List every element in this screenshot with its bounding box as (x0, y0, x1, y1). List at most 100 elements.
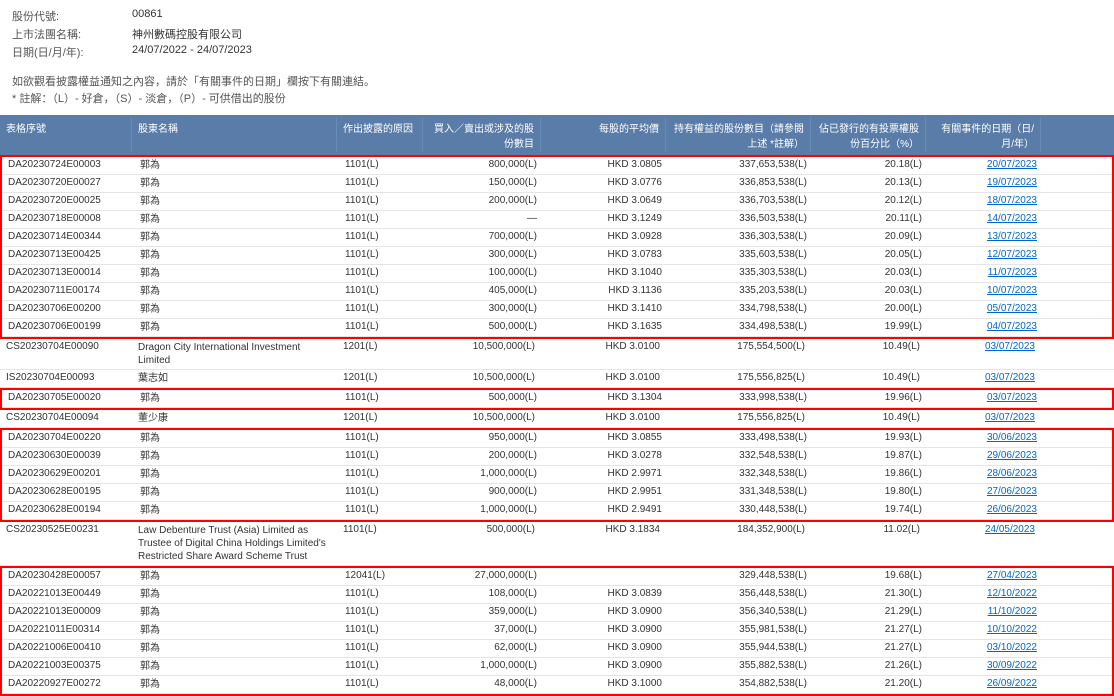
cell-percentage: 21.29(L) (813, 604, 928, 621)
cell-event-date-link[interactable]: 10/10/2022 (928, 622, 1043, 639)
cell-event-date-link[interactable]: 10/07/2023 (928, 283, 1043, 300)
table-row: DA20230704E00220郭為1101(L)950,000(L)HKD 3… (2, 430, 1112, 448)
cell-percentage: 20.18(L) (813, 157, 928, 174)
header-percentage: 佔已發行的有投票權股份百分比（%） (811, 118, 926, 152)
cell-form-serial: DA20230713E00014 (2, 265, 134, 282)
cell-shares-held: 329,448,538(L) (668, 568, 813, 585)
note-line-1: 如欲觀看披露權益通知之內容，請於「有關事件的日期」欄按下有關連結。 (12, 74, 1102, 91)
cell-shares-held: 334,798,538(L) (668, 301, 813, 318)
cell-shares-traded: 300,000(L) (425, 301, 543, 318)
cell-form-serial: CS20230704E00090 (0, 339, 132, 369)
cell-event-date-link[interactable]: 29/06/2023 (928, 448, 1043, 465)
table-row: DA20230724E00003郭為1101(L)800,000(L)HKD 3… (2, 157, 1112, 175)
cell-event-date-link[interactable]: 03/07/2023 (926, 370, 1041, 387)
cell-percentage: 19.93(L) (813, 430, 928, 447)
cell-reason: 1201(L) (337, 410, 423, 427)
cell-shares-held: 335,203,538(L) (668, 283, 813, 300)
cell-event-date-link[interactable]: 03/07/2023 (926, 339, 1041, 369)
cell-shares-held: 356,448,538(L) (668, 586, 813, 603)
cell-shares-held: 334,498,538(L) (668, 319, 813, 336)
cell-event-date-link[interactable]: 27/06/2023 (928, 484, 1043, 501)
cell-event-date-link[interactable]: 03/07/2023 (928, 390, 1043, 407)
cell-event-date-link[interactable]: 19/07/2023 (928, 175, 1043, 192)
cell-avg-price: HKD 3.0776 (543, 175, 668, 192)
cell-event-date-link[interactable]: 11/10/2022 (928, 604, 1043, 621)
table-row: DA20230711E00174郭為1101(L)405,000(L)HKD 3… (2, 283, 1112, 301)
cell-form-serial: DA20220927E00272 (2, 676, 134, 693)
cell-reason: 1101(L) (339, 157, 425, 174)
cell-shares-held: 335,603,538(L) (668, 247, 813, 264)
cell-avg-price: HKD 3.1040 (543, 265, 668, 282)
cell-event-date-link[interactable]: 26/06/2023 (928, 502, 1043, 519)
cell-reason: 1101(L) (339, 193, 425, 210)
cell-event-date-link[interactable]: 27/04/2023 (928, 568, 1043, 585)
cell-shareholder-name: 郭為 (134, 319, 339, 336)
cell-event-date-link[interactable]: 13/07/2023 (928, 229, 1043, 246)
cell-shareholder-name: 郭為 (134, 448, 339, 465)
cell-shareholder-name: 郭為 (134, 265, 339, 282)
header-reason: 作出披露的原因 (337, 118, 423, 152)
cell-event-date-link[interactable]: 12/07/2023 (928, 247, 1043, 264)
cell-shareholder-name: 郭為 (134, 283, 339, 300)
cell-reason: 1101(L) (339, 586, 425, 603)
cell-shares-held: 175,556,825(L) (666, 370, 811, 387)
header-shares-traded: 買入／賣出或涉及的股份數目 (423, 118, 541, 152)
cell-reason: 1101(L) (339, 175, 425, 192)
cell-event-date-link[interactable]: 20/07/2023 (928, 157, 1043, 174)
cell-shares-held: 355,981,538(L) (668, 622, 813, 639)
cell-avg-price: HKD 3.0900 (543, 640, 668, 657)
stock-code-label: 股份代號: (12, 8, 132, 24)
cell-form-serial: DA20230718E00008 (2, 211, 134, 228)
table-row: DA20230706E00200郭為1101(L)300,000(L)HKD 3… (2, 301, 1112, 319)
cell-event-date-link[interactable]: 18/07/2023 (928, 193, 1043, 210)
cell-event-date-link[interactable]: 11/07/2023 (928, 265, 1043, 282)
cell-form-serial: DA20230714E00344 (2, 229, 134, 246)
cell-event-date-link[interactable]: 05/07/2023 (928, 301, 1043, 318)
cell-reason: 1101(L) (339, 658, 425, 675)
cell-shares-held: 356,340,538(L) (668, 604, 813, 621)
table-row: DA20230714E00344郭為1101(L)700,000(L)HKD 3… (2, 229, 1112, 247)
cell-event-date-link[interactable]: 26/09/2022 (928, 676, 1043, 693)
cell-event-date-link[interactable]: 24/05/2023 (926, 522, 1041, 565)
cell-shares-held: 333,998,538(L) (668, 390, 813, 407)
cell-event-date-link[interactable]: 28/06/2023 (928, 466, 1043, 483)
cell-shareholder-name: 郭為 (134, 640, 339, 657)
cell-shareholder-name: 郭為 (134, 430, 339, 447)
cell-shares-traded: 500,000(L) (423, 522, 541, 565)
note-section: 如欲觀看披露權益通知之內容，請於「有關事件的日期」欄按下有關連結。 * 註解：（… (0, 70, 1114, 115)
cell-reason: 1101(L) (339, 211, 425, 228)
cell-event-date-link[interactable]: 03/07/2023 (926, 410, 1041, 427)
cell-form-serial: DA20221006E00410 (2, 640, 134, 657)
cell-avg-price: HKD 2.9491 (543, 502, 668, 519)
cell-avg-price: HKD 3.0649 (543, 193, 668, 210)
cell-shares-held: 175,556,825(L) (666, 410, 811, 427)
highlighted-row: DA20230705E00020郭為1101(L)500,000(L)HKD 3… (0, 388, 1114, 410)
page-header: 股份代號: 00861 上市法團名稱: 神州數碼控股有限公司 日期(日/月/年)… (0, 0, 1114, 70)
cell-shares-traded: 500,000(L) (425, 319, 543, 336)
table-row: DA20230718E00008郭為1101(L)—HKD 3.1249336,… (2, 211, 1112, 229)
cell-avg-price: HKD 3.0900 (543, 658, 668, 675)
cell-shares-traded: 10,500,000(L) (423, 370, 541, 387)
cell-avg-price: HKD 3.0839 (543, 586, 668, 603)
cell-shares-traded: 700,000(L) (425, 229, 543, 246)
cell-percentage: 20.09(L) (813, 229, 928, 246)
stock-code-row: 股份代號: 00861 (12, 8, 1102, 24)
cell-shares-held: 336,503,538(L) (668, 211, 813, 228)
cell-event-date-link[interactable]: 04/07/2023 (928, 319, 1043, 336)
cell-event-date-link[interactable]: 03/10/2022 (928, 640, 1043, 657)
highlighted-group: DA20230704E00220郭為1101(L)950,000(L)HKD 3… (0, 428, 1114, 522)
cell-reason: 12041(L) (339, 568, 425, 585)
cell-event-date-link[interactable]: 30/06/2023 (928, 430, 1043, 447)
cell-form-serial: IS20230704E00093 (0, 370, 132, 387)
cell-shares-held: 335,303,538(L) (668, 265, 813, 282)
cell-shareholder-name: 郭為 (134, 604, 339, 621)
cell-percentage: 21.30(L) (813, 586, 928, 603)
cell-reason: 1101(L) (339, 640, 425, 657)
cell-shares-traded: 1,000,000(L) (425, 502, 543, 519)
cell-shareholder-name: 郭為 (134, 390, 339, 407)
cell-event-date-link[interactable]: 30/09/2022 (928, 658, 1043, 675)
cell-event-date-link[interactable]: 14/07/2023 (928, 211, 1043, 228)
cell-event-date-link[interactable]: 12/10/2022 (928, 586, 1043, 603)
company-name-label: 上市法團名稱: (12, 26, 132, 42)
cell-shares-held: 336,853,538(L) (668, 175, 813, 192)
